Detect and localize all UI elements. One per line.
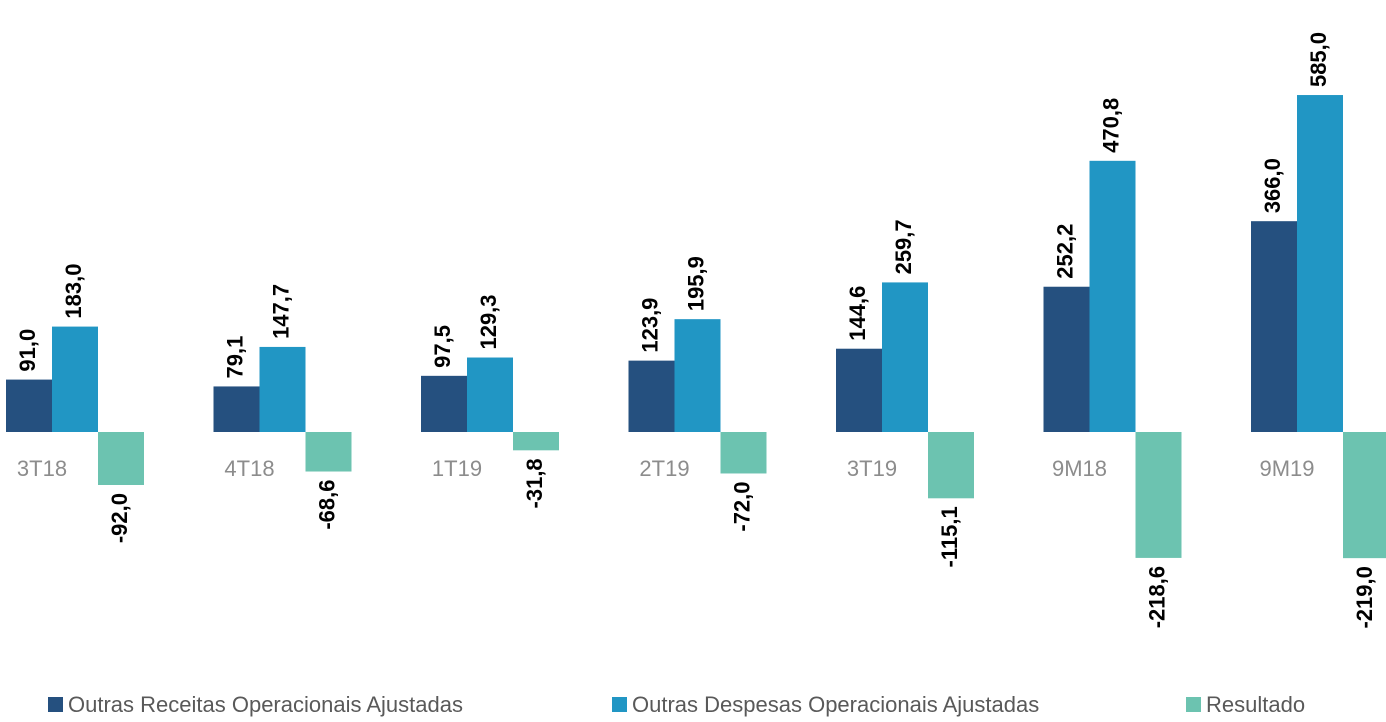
bar <box>1089 160 1136 432</box>
x-tick-label: 9M19 <box>1259 456 1314 481</box>
bar <box>1135 432 1182 558</box>
data-label: 183,0 <box>61 264 86 319</box>
x-tick-label: 4T18 <box>224 456 274 481</box>
data-label: -72,0 <box>729 481 754 531</box>
bar <box>1251 221 1297 432</box>
bar <box>259 346 306 432</box>
bar <box>882 282 928 432</box>
bar <box>720 432 767 474</box>
bar <box>836 348 882 432</box>
data-label: 129,3 <box>476 294 501 349</box>
data-label: 585,0 <box>1306 32 1331 87</box>
data-label: 97,5 <box>430 325 455 368</box>
legend-swatch <box>612 697 627 712</box>
data-label: 147,7 <box>268 284 293 339</box>
bar <box>1297 95 1343 432</box>
data-label: -219,0 <box>1352 566 1377 628</box>
x-tick-label: 9M18 <box>1052 456 1107 481</box>
data-label: 144,6 <box>845 286 870 341</box>
bar <box>928 432 974 499</box>
bar <box>305 432 352 472</box>
legend-label: Outras Receitas Operacionais Ajustadas <box>68 692 463 717</box>
bar <box>628 360 675 432</box>
legend-swatch <box>48 697 63 712</box>
data-label: -31,8 <box>522 458 547 508</box>
x-tick-label: 2T19 <box>639 456 689 481</box>
x-tick-label: 3T19 <box>847 456 897 481</box>
data-label: -115,1 <box>937 506 962 567</box>
bar <box>98 432 144 485</box>
bar <box>6 379 52 432</box>
x-tick-label: 3T18 <box>17 456 67 481</box>
data-label: -68,6 <box>314 480 339 530</box>
data-label: 195,9 <box>683 256 708 311</box>
data-label: 79,1 <box>222 336 247 379</box>
legend-swatch <box>1186 697 1201 712</box>
x-tick-label: 1T19 <box>432 456 482 481</box>
data-label: -218,6 <box>1144 566 1169 628</box>
data-label: -92,0 <box>107 493 132 543</box>
data-label: 123,9 <box>637 298 662 353</box>
data-label: 470,8 <box>1098 98 1123 153</box>
legend-label: Outras Despesas Operacionais Ajustadas <box>632 692 1039 717</box>
bar <box>674 319 721 432</box>
data-label: 252,2 <box>1052 224 1077 279</box>
bar <box>213 386 260 432</box>
bar <box>467 357 513 432</box>
bar <box>52 326 98 432</box>
data-label: 259,7 <box>891 219 916 274</box>
data-label: 91,0 <box>15 329 40 372</box>
bar <box>1343 432 1386 559</box>
bar <box>421 375 467 432</box>
bar <box>513 432 559 451</box>
data-label: 366,0 <box>1260 158 1285 213</box>
legend-label: Resultado <box>1206 692 1305 717</box>
bar <box>1043 286 1090 432</box>
